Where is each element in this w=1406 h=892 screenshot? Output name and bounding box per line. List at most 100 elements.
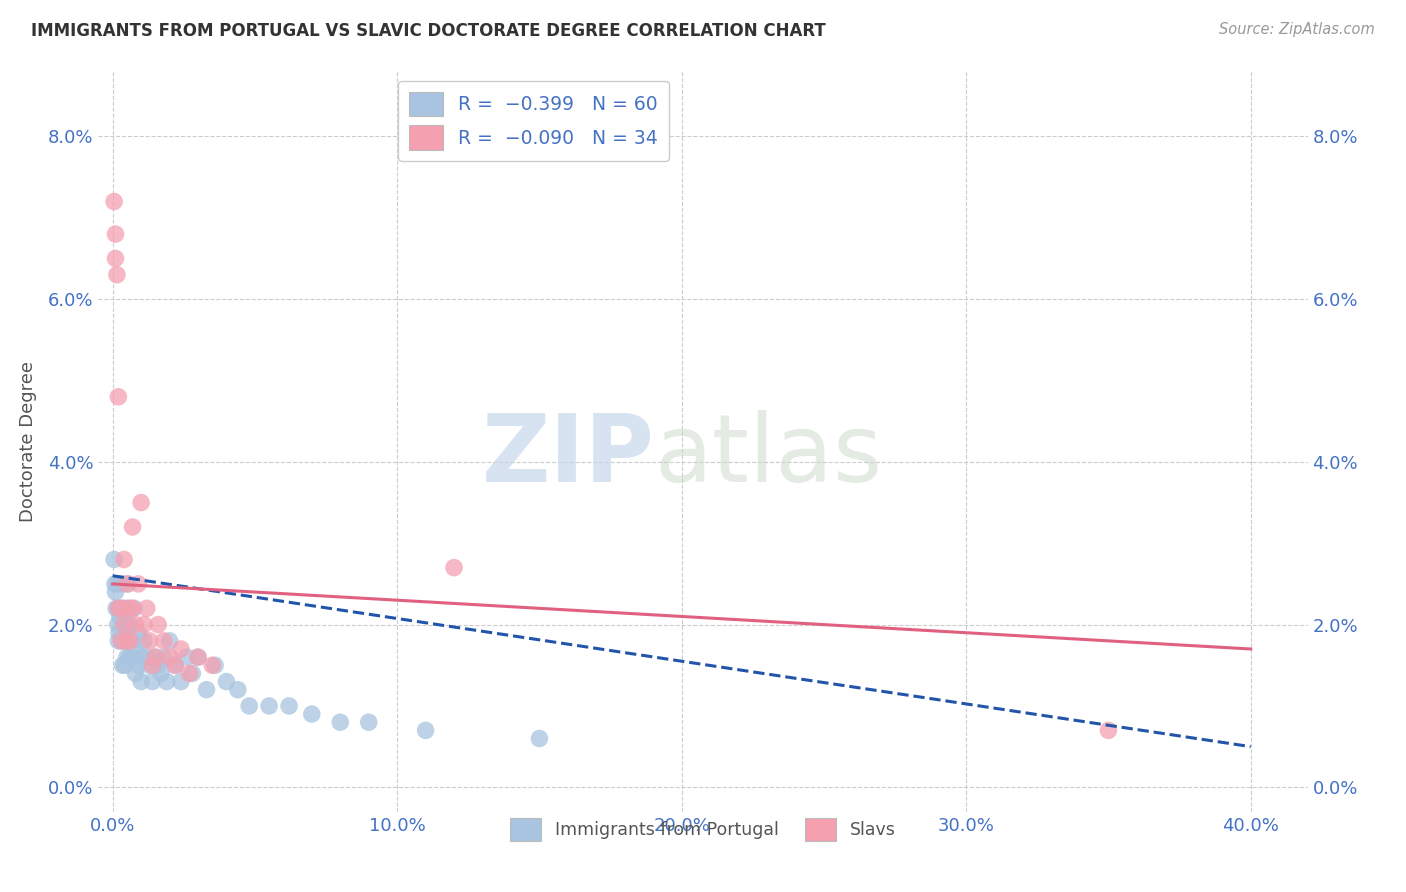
Point <box>153 650 176 665</box>
Point <box>110 601 132 615</box>
Point <box>108 625 131 640</box>
Point <box>138 633 160 648</box>
Point <box>204 658 226 673</box>
Point <box>112 633 135 648</box>
Point <box>301 707 323 722</box>
Text: atlas: atlas <box>655 410 883 502</box>
Point <box>107 601 129 615</box>
Point <box>111 577 134 591</box>
Point <box>278 698 301 713</box>
Point <box>181 666 204 681</box>
Point <box>107 617 129 632</box>
Point <box>124 617 146 632</box>
Legend: Immigrants from Portugal, Slavs: Immigrants from Portugal, Slavs <box>503 811 903 847</box>
Point <box>105 601 128 615</box>
Point <box>104 577 127 591</box>
Point <box>110 633 132 648</box>
Point <box>104 252 127 266</box>
Text: IMMIGRANTS FROM PORTUGAL VS SLAVIC DOCTORATE DEGREE CORRELATION CHART: IMMIGRANTS FROM PORTUGAL VS SLAVIC DOCTO… <box>31 22 825 40</box>
Point <box>159 633 181 648</box>
Point <box>121 601 143 615</box>
Point <box>112 617 135 632</box>
Point <box>138 658 160 673</box>
Point <box>111 658 134 673</box>
Point <box>115 633 138 648</box>
Point <box>112 601 135 615</box>
Point <box>1097 723 1119 738</box>
Point <box>115 617 138 632</box>
Point <box>118 617 141 632</box>
Point <box>156 674 179 689</box>
Point <box>146 617 169 632</box>
Point <box>115 577 138 591</box>
Point <box>179 666 201 681</box>
Point <box>329 715 352 730</box>
Point <box>107 601 129 615</box>
Text: Source: ZipAtlas.com: Source: ZipAtlas.com <box>1219 22 1375 37</box>
Point <box>443 560 465 574</box>
Point <box>107 390 129 404</box>
Point <box>114 633 136 648</box>
Point <box>118 650 141 665</box>
Point <box>415 723 437 738</box>
Point <box>143 650 166 665</box>
Point <box>215 674 238 689</box>
Y-axis label: Doctorate Degree: Doctorate Degree <box>18 361 37 522</box>
Point <box>108 609 131 624</box>
Point <box>104 585 127 599</box>
Point <box>132 633 155 648</box>
Point <box>238 698 260 713</box>
Point <box>129 495 152 509</box>
Point <box>150 666 173 681</box>
Point <box>127 577 149 591</box>
Point <box>103 194 125 209</box>
Point <box>170 674 193 689</box>
Point <box>135 601 157 615</box>
Point <box>165 658 187 673</box>
Point <box>107 633 129 648</box>
Point <box>141 674 163 689</box>
Point <box>141 658 163 673</box>
Point <box>124 642 146 657</box>
Point <box>529 731 551 746</box>
Point <box>187 650 209 665</box>
Point <box>143 650 166 665</box>
Point <box>103 552 125 566</box>
Point <box>226 682 249 697</box>
Point <box>159 650 181 665</box>
Point <box>121 520 143 534</box>
Point <box>104 227 127 241</box>
Point <box>127 625 149 640</box>
Point <box>165 658 187 673</box>
Point <box>129 674 152 689</box>
Point <box>105 268 128 282</box>
Point <box>146 658 169 673</box>
Point <box>110 633 132 648</box>
Point <box>110 601 132 615</box>
Point <box>201 658 224 673</box>
Point <box>257 698 280 713</box>
Point <box>195 682 218 697</box>
Point <box>112 552 135 566</box>
Point <box>115 601 138 615</box>
Point <box>124 666 146 681</box>
Point <box>114 658 136 673</box>
Point <box>170 642 193 657</box>
Point <box>187 650 209 665</box>
Point <box>122 601 145 615</box>
Point <box>127 658 149 673</box>
Point <box>129 650 152 665</box>
Point <box>117 577 139 591</box>
Point <box>176 650 198 665</box>
Point <box>118 633 141 648</box>
Point <box>153 633 176 648</box>
Point <box>132 617 155 632</box>
Point <box>115 650 138 665</box>
Text: ZIP: ZIP <box>482 410 655 502</box>
Point <box>118 601 141 615</box>
Point <box>357 715 380 730</box>
Point <box>121 633 143 648</box>
Point <box>121 650 143 665</box>
Point <box>105 577 128 591</box>
Point <box>135 650 157 665</box>
